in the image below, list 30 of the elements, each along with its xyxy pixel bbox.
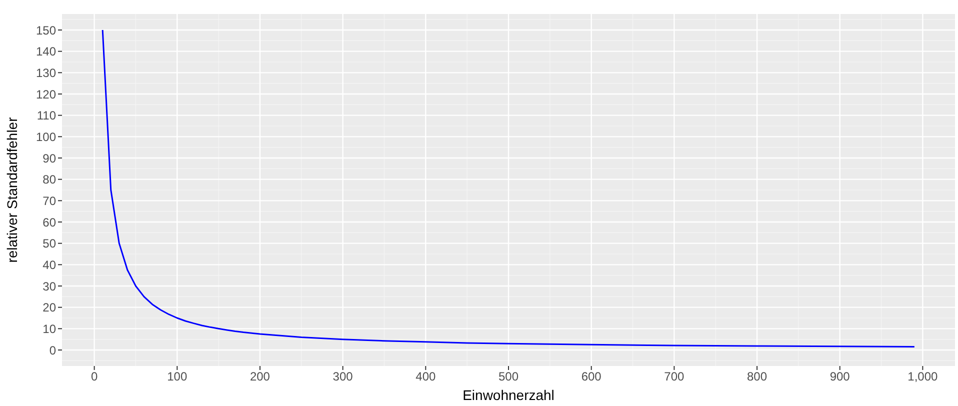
line-series [102, 29, 916, 348]
y-tick-label: 50 [42, 236, 56, 251]
y-tick-label: 100 [36, 130, 56, 144]
y-tick-label: 110 [36, 108, 56, 123]
x-tick-label: 1,000 [908, 370, 938, 384]
y-tick-label: 140 [36, 44, 56, 59]
y-tick-label: 90 [42, 151, 56, 166]
y-tick-label: 20 [42, 300, 56, 315]
x-tick-label: 300 [332, 370, 354, 384]
x-tick-label: 200 [250, 370, 270, 384]
y-tick-label: 0 [49, 343, 56, 358]
y-tick-label: 80 [42, 172, 56, 187]
y-tick-label: 130 [36, 66, 56, 80]
x-tick-label: 600 [581, 370, 602, 384]
x-tick-label: 900 [830, 370, 850, 384]
x-tick-label: 700 [664, 370, 685, 384]
y-tick-label: 150 [36, 23, 56, 38]
y-axis-title: relativer Standardfehler [4, 116, 20, 263]
x-axis-title: Einwohnerzahl [462, 387, 554, 403]
x-tick-label: 400 [416, 370, 436, 384]
y-tick-label: 40 [42, 258, 56, 272]
x-tick-label: 800 [747, 370, 768, 384]
y-tick-label: 70 [42, 194, 56, 208]
y-tick-label: 60 [42, 215, 56, 230]
x-tick-label: 0 [90, 370, 98, 384]
y-tick-label: 120 [36, 87, 56, 102]
x-tick-label: 500 [498, 370, 519, 384]
x-tick-label: 100 [167, 370, 188, 384]
y-tick-label: 10 [42, 322, 56, 336]
y-tick-label: 30 [42, 279, 56, 294]
